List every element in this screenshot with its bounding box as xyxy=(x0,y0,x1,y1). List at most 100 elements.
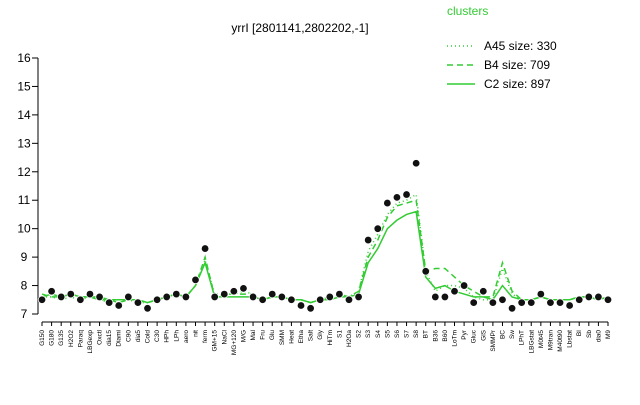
x-tick-label: M9tran xyxy=(547,330,554,351)
point xyxy=(152,295,162,304)
point xyxy=(114,301,123,310)
point xyxy=(459,281,469,290)
point xyxy=(584,292,594,302)
point xyxy=(354,292,363,302)
y-tick-label: 15 xyxy=(17,79,31,93)
y-tick-label: 13 xyxy=(17,136,31,150)
point xyxy=(498,295,507,304)
point xyxy=(421,267,430,276)
x-tick-label: LPhT xyxy=(519,330,526,346)
x-tick-label: G180 xyxy=(49,330,56,346)
x-tick-label: HiTm xyxy=(327,330,334,346)
x-tick-label: BI xyxy=(576,330,583,336)
y-tick-label: 14 xyxy=(17,108,31,122)
point xyxy=(383,198,392,208)
x-tick-label: S4 xyxy=(375,330,382,338)
point xyxy=(181,292,191,302)
x-tick-label: M40t90 xyxy=(557,330,564,352)
point xyxy=(296,301,306,310)
x-tick-label: B36 xyxy=(432,330,439,342)
x-tick-label: Salt xyxy=(308,330,315,341)
point xyxy=(517,298,526,307)
x-tick-label: BT xyxy=(423,330,430,338)
legend-label: A45 size: 330 xyxy=(484,39,557,53)
x-tick-label: Sb xyxy=(586,330,593,338)
point xyxy=(229,287,239,296)
y-tick-label: 10 xyxy=(17,222,31,236)
point xyxy=(479,287,488,296)
x-tick-label: GM+15 xyxy=(212,330,219,352)
point xyxy=(411,159,421,168)
x-tick-label: S7 xyxy=(404,330,411,338)
point xyxy=(402,190,411,199)
x-tick-label: SMMPr xyxy=(490,329,497,352)
legend-label: B4 size: 709 xyxy=(484,58,550,72)
point xyxy=(431,292,440,302)
x-tick-label: C30 xyxy=(154,330,161,342)
x-tick-label: dia15 xyxy=(106,330,113,346)
chart-title: yrrI [2801141,2802202,-1] xyxy=(231,21,368,35)
x-tick-label: Fru xyxy=(260,330,267,340)
point xyxy=(47,287,56,296)
y-tick-label: 8 xyxy=(21,279,28,293)
point xyxy=(124,292,133,302)
point xyxy=(527,298,536,307)
x-tick-label: Sw xyxy=(509,330,516,339)
x-tick-label: Pyr xyxy=(461,329,468,340)
x-tick-label: Paraq xyxy=(77,330,84,348)
x-tick-label: Diami xyxy=(116,330,123,347)
point xyxy=(325,292,334,302)
x-tick-label: Heat xyxy=(288,330,295,344)
x-tick-label: LoTm xyxy=(452,330,459,347)
point xyxy=(373,224,382,233)
x-tick-label: dia0 xyxy=(595,330,602,343)
point xyxy=(594,292,603,302)
point xyxy=(287,295,296,304)
point xyxy=(200,244,210,253)
y-tick-label: 11 xyxy=(18,193,31,207)
x-tick-label: ferm xyxy=(202,330,209,343)
point xyxy=(210,292,219,302)
point xyxy=(335,289,344,299)
point xyxy=(363,235,373,245)
y-tick-label: 7 xyxy=(21,307,28,321)
point xyxy=(258,295,267,304)
x-tick-label: H2Oa xyxy=(346,330,353,347)
x-tick-label: aero xyxy=(183,330,190,343)
x-tick-label: H2O2 xyxy=(68,330,75,347)
x-tick-label: S2 xyxy=(356,330,363,338)
point xyxy=(555,298,565,307)
x-tick-label: SMM xyxy=(279,330,286,345)
point xyxy=(469,298,478,307)
point xyxy=(316,295,325,304)
x-tick-label: M0t45 xyxy=(538,330,545,348)
x-tick-label: Glu xyxy=(269,330,276,341)
y-tick-label: 9 xyxy=(21,250,28,264)
x-tick-label: NaCl xyxy=(221,329,228,344)
series-line xyxy=(42,193,609,304)
x-tick-label: S6 xyxy=(394,330,401,338)
point xyxy=(268,289,277,299)
point xyxy=(104,298,114,307)
point xyxy=(239,284,248,293)
x-tick-label: G150 xyxy=(39,330,46,346)
point xyxy=(66,289,75,299)
x-tick-label: S1 xyxy=(336,330,343,338)
point xyxy=(248,292,258,302)
x-tick-label: dia5 xyxy=(135,330,142,343)
y-tick-label: 16 xyxy=(17,51,31,65)
point xyxy=(507,304,517,313)
point xyxy=(488,298,498,307)
x-tick-label: M/G xyxy=(240,330,247,342)
x-tick-label: B60 xyxy=(442,330,449,342)
x-tick-label: LPh xyxy=(173,330,180,342)
x-tick-label: Gly xyxy=(317,329,324,340)
x-tick-label: MG+120 xyxy=(231,330,238,355)
point xyxy=(450,287,459,296)
x-tick-label: LBGstat xyxy=(528,330,535,354)
point xyxy=(220,289,229,299)
x-tick-label: GlS xyxy=(480,329,487,341)
point xyxy=(575,295,584,304)
x-tick-label: Mal xyxy=(250,329,257,340)
x-tick-label: Lbstat xyxy=(567,330,574,348)
